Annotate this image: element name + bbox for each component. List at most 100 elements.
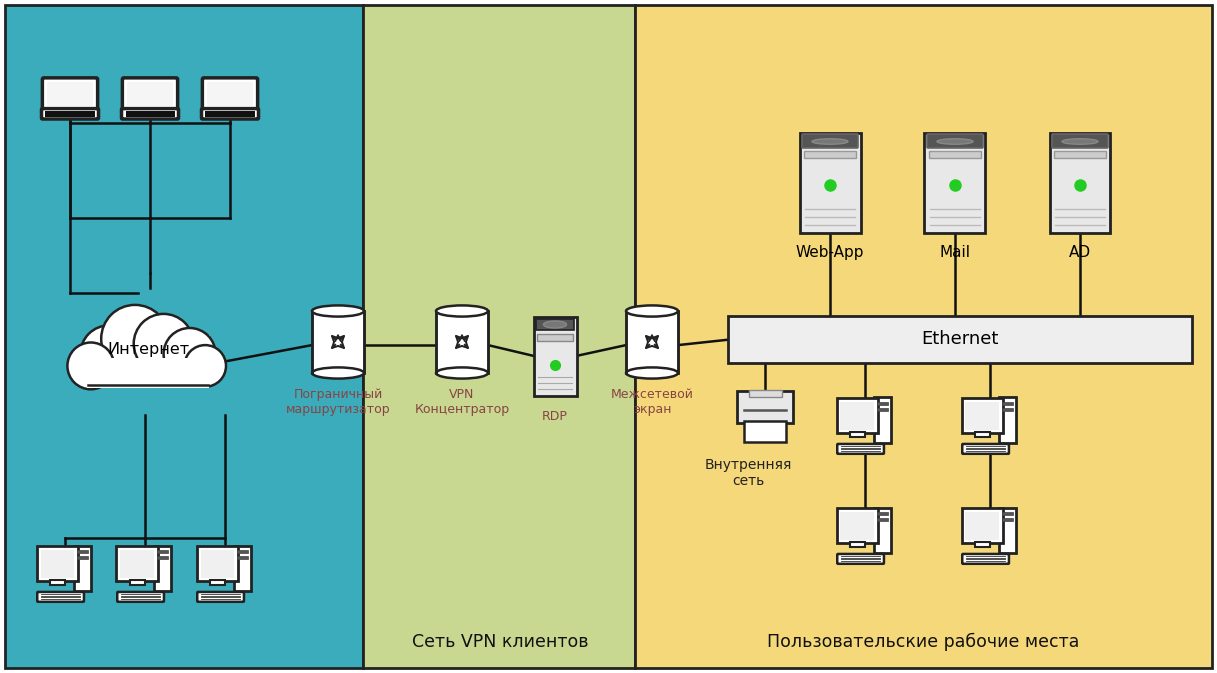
FancyBboxPatch shape [117, 546, 158, 581]
FancyBboxPatch shape [849, 432, 865, 437]
FancyBboxPatch shape [999, 507, 1016, 553]
FancyBboxPatch shape [125, 111, 174, 117]
FancyBboxPatch shape [5, 5, 363, 668]
FancyBboxPatch shape [804, 151, 856, 158]
FancyBboxPatch shape [961, 398, 1003, 433]
FancyBboxPatch shape [1049, 133, 1110, 234]
FancyBboxPatch shape [122, 108, 179, 119]
FancyBboxPatch shape [927, 134, 983, 148]
FancyBboxPatch shape [206, 111, 254, 117]
Text: AD: AD [1069, 245, 1092, 260]
FancyBboxPatch shape [925, 133, 986, 234]
FancyBboxPatch shape [1054, 151, 1106, 158]
Ellipse shape [937, 139, 974, 144]
Ellipse shape [312, 367, 364, 379]
FancyBboxPatch shape [728, 316, 1191, 363]
Ellipse shape [544, 321, 567, 328]
FancyBboxPatch shape [157, 556, 168, 559]
FancyBboxPatch shape [196, 546, 239, 581]
FancyBboxPatch shape [37, 546, 78, 581]
FancyBboxPatch shape [626, 311, 678, 373]
FancyBboxPatch shape [965, 511, 999, 540]
FancyBboxPatch shape [1003, 408, 1013, 411]
FancyBboxPatch shape [963, 444, 1009, 454]
FancyBboxPatch shape [849, 542, 865, 546]
FancyBboxPatch shape [877, 408, 888, 411]
FancyBboxPatch shape [50, 580, 65, 584]
FancyBboxPatch shape [877, 512, 888, 515]
FancyBboxPatch shape [635, 5, 1212, 668]
FancyBboxPatch shape [237, 550, 248, 553]
Text: Mail: Mail [940, 245, 970, 260]
FancyBboxPatch shape [738, 390, 793, 423]
FancyBboxPatch shape [837, 554, 884, 564]
FancyBboxPatch shape [235, 546, 251, 590]
FancyBboxPatch shape [1003, 402, 1013, 405]
FancyBboxPatch shape [209, 580, 225, 584]
Ellipse shape [626, 306, 678, 316]
FancyBboxPatch shape [436, 311, 488, 373]
Circle shape [134, 314, 194, 374]
FancyBboxPatch shape [47, 82, 94, 106]
FancyBboxPatch shape [1003, 512, 1013, 515]
FancyBboxPatch shape [535, 319, 574, 330]
FancyBboxPatch shape [975, 542, 989, 546]
FancyBboxPatch shape [45, 111, 95, 117]
Text: Web-App: Web-App [796, 245, 864, 260]
Circle shape [163, 328, 215, 380]
FancyBboxPatch shape [312, 311, 364, 373]
FancyBboxPatch shape [1051, 134, 1107, 148]
FancyBboxPatch shape [41, 108, 99, 119]
Ellipse shape [812, 139, 848, 144]
FancyBboxPatch shape [40, 550, 74, 577]
Text: Межсетевой
экран: Межсетевой экран [611, 388, 694, 416]
FancyBboxPatch shape [874, 507, 891, 553]
FancyBboxPatch shape [77, 556, 88, 559]
FancyBboxPatch shape [207, 82, 253, 106]
FancyBboxPatch shape [1003, 518, 1013, 521]
FancyBboxPatch shape [117, 592, 164, 602]
Circle shape [101, 305, 169, 372]
Ellipse shape [436, 306, 488, 316]
Circle shape [67, 343, 114, 389]
FancyBboxPatch shape [201, 550, 234, 577]
FancyBboxPatch shape [202, 78, 258, 110]
FancyBboxPatch shape [877, 402, 888, 405]
Ellipse shape [312, 306, 364, 316]
Text: Пограничный
маршрутизатор: Пограничный маршрутизатор [286, 388, 391, 416]
FancyBboxPatch shape [197, 592, 243, 602]
FancyBboxPatch shape [85, 335, 211, 386]
Text: Ethernet: Ethernet [921, 330, 999, 349]
FancyBboxPatch shape [999, 398, 1016, 443]
FancyBboxPatch shape [43, 78, 97, 110]
Text: VPN
Концентратор: VPN Концентратор [415, 388, 510, 416]
FancyBboxPatch shape [877, 518, 888, 521]
Text: RDP: RDP [542, 410, 568, 423]
FancyBboxPatch shape [837, 444, 884, 454]
FancyBboxPatch shape [363, 5, 635, 668]
FancyBboxPatch shape [836, 508, 879, 543]
FancyBboxPatch shape [836, 398, 879, 433]
FancyBboxPatch shape [86, 358, 209, 388]
Text: Сеть VPN клиентов: Сеть VPN клиентов [411, 633, 588, 651]
Text: Внутренняя
сеть: Внутренняя сеть [705, 458, 792, 488]
Circle shape [185, 345, 226, 387]
FancyBboxPatch shape [38, 592, 84, 602]
FancyBboxPatch shape [157, 550, 168, 553]
FancyBboxPatch shape [929, 151, 981, 158]
FancyBboxPatch shape [129, 580, 145, 584]
Text: Пользовательские рабочие места: Пользовательские рабочие места [767, 633, 1079, 651]
FancyBboxPatch shape [802, 134, 858, 148]
FancyBboxPatch shape [123, 78, 178, 110]
FancyBboxPatch shape [965, 402, 999, 429]
FancyBboxPatch shape [748, 390, 781, 397]
Circle shape [80, 326, 138, 382]
FancyBboxPatch shape [975, 432, 989, 437]
FancyBboxPatch shape [74, 546, 91, 590]
FancyBboxPatch shape [963, 554, 1009, 564]
Ellipse shape [626, 367, 678, 379]
FancyBboxPatch shape [874, 398, 891, 443]
Ellipse shape [1062, 139, 1098, 144]
FancyBboxPatch shape [127, 82, 173, 106]
Text: Интернет: Интернет [107, 343, 189, 357]
